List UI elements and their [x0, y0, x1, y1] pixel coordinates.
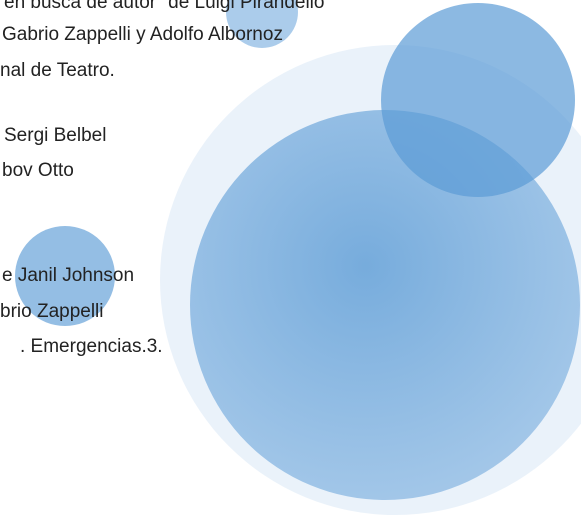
- top-right-circle: [381, 3, 575, 197]
- text-line: Gabrio Zappelli y Adolfo Albornoz: [2, 24, 283, 45]
- text-line: Sergi Belbel: [4, 125, 106, 146]
- text-line: . Emergencias.3.: [20, 336, 163, 357]
- text-line: e Janil Johnson: [2, 265, 134, 286]
- page: en busca de autor" de Luigi Pirandello G…: [0, 0, 581, 517]
- text-line: brio Zappelli: [0, 301, 104, 322]
- text-line: nal de Teatro.: [0, 60, 115, 81]
- text-line: en busca de autor" de Luigi Pirandello: [4, 0, 324, 13]
- text-line: bov Otto: [2, 160, 74, 181]
